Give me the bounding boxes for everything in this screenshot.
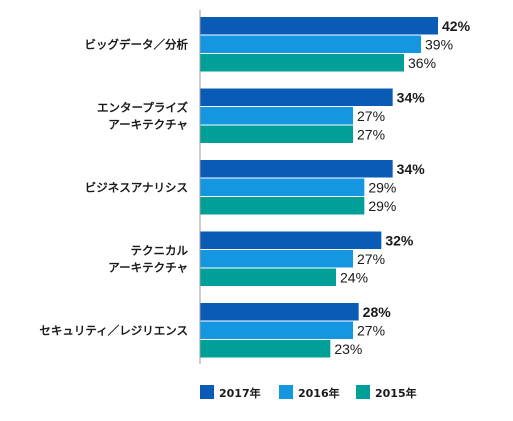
- value-label-2-0: 34%: [397, 161, 426, 177]
- bar-1-0: [200, 88, 393, 106]
- value-label-2-1: 29%: [368, 179, 396, 195]
- legend-label-1: 2016年: [298, 386, 340, 400]
- value-label-0-1: 39%: [425, 36, 453, 52]
- legend-swatch-0: [200, 385, 214, 399]
- legend-swatch-2: [356, 385, 370, 399]
- value-label-0-2: 36%: [408, 55, 436, 71]
- legend-label-2: 2015年: [375, 386, 417, 400]
- value-label-3-2: 24%: [340, 269, 368, 285]
- bar-1-1: [200, 107, 353, 125]
- category-label-0-0: ビッグデータ／分析: [85, 37, 189, 51]
- category-label-2-0: ビジネスアナリシス: [85, 180, 188, 194]
- bar-0-2: [200, 54, 404, 72]
- value-labels-group: 42%39%36%34%27%27%34%29%29%32%27%24%28%2…: [334, 18, 470, 357]
- legend-swatch-1: [279, 385, 293, 399]
- bar-3-1: [200, 250, 353, 268]
- bar-4-1: [200, 321, 353, 339]
- bar-1-2: [200, 125, 353, 143]
- value-label-1-0: 34%: [397, 89, 426, 105]
- bar-2-0: [200, 160, 393, 178]
- bar-3-0: [200, 231, 382, 249]
- value-label-4-0: 28%: [363, 304, 392, 320]
- category-label-3-0: テクニカル: [131, 243, 189, 257]
- value-label-2-2: 29%: [368, 198, 396, 214]
- category-label-4-0: セキュリティ／レジリエンス: [39, 323, 188, 337]
- bars-group: [200, 17, 438, 358]
- bar-4-0: [200, 303, 359, 321]
- value-label-0-0: 42%: [442, 18, 471, 34]
- value-label-4-2: 23%: [334, 341, 362, 357]
- value-label-1-2: 27%: [357, 126, 385, 142]
- bar-3-2: [200, 268, 336, 286]
- legend: 2017年 2016年 2015年: [200, 385, 417, 400]
- value-label-3-0: 32%: [385, 232, 414, 248]
- category-label-1-0: エンタープライズ: [97, 100, 188, 114]
- bar-4-2: [200, 340, 331, 358]
- category-label-1-1: アーキテクチャ: [108, 117, 188, 131]
- bar-2-1: [200, 178, 365, 196]
- value-label-1-1: 27%: [357, 108, 385, 124]
- value-label-3-1: 27%: [357, 251, 385, 267]
- legend-label-0: 2017年: [219, 386, 261, 400]
- bar-0-1: [200, 35, 421, 53]
- category-labels-group: ビッグデータ／分析エンタープライズアーキテクチャビジネスアナリシステクニカルアー…: [39, 37, 188, 337]
- bar-0-0: [200, 17, 438, 35]
- bar-2-2: [200, 197, 365, 215]
- value-label-4-1: 27%: [357, 322, 385, 338]
- category-label-3-1: アーキテクチャ: [108, 260, 188, 274]
